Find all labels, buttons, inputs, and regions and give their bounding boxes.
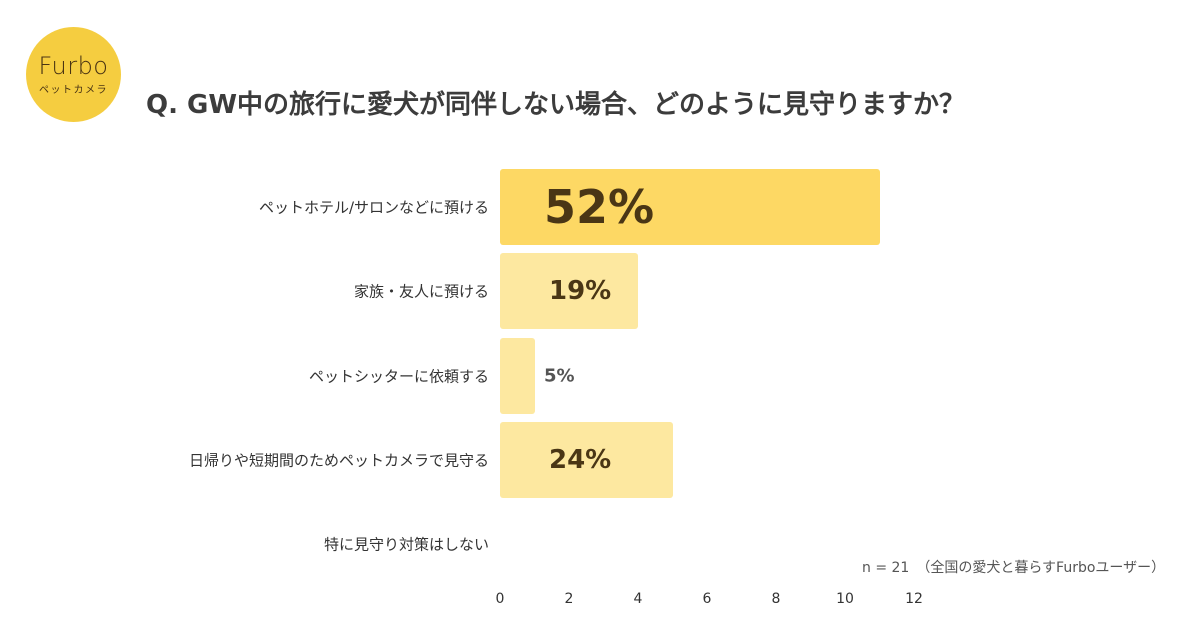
bar-value-label: 24%	[549, 445, 612, 475]
x-tick-label: 10	[836, 591, 854, 607]
bar-value-label: 5%	[544, 365, 575, 387]
bar	[500, 253, 638, 329]
x-tick-label: 12	[905, 591, 923, 607]
logo-sub-text: ペットカメラ	[39, 85, 108, 96]
category-label: 日帰りや短期間のためペットカメラで見守る	[188, 451, 489, 470]
x-tick-label: 6	[702, 591, 712, 607]
bar	[500, 422, 673, 498]
category-label: ペットホテル/サロンなどに預ける	[258, 198, 489, 217]
bar	[500, 169, 880, 245]
bar-value-label: 19%	[549, 276, 612, 306]
x-tick-label: 8	[771, 591, 781, 607]
x-tick-label: 0	[495, 591, 505, 607]
x-tick-label: 4	[633, 591, 643, 607]
bar-value-label: 52%	[544, 180, 655, 234]
category-label: 特に見守り対策はしない	[323, 535, 489, 554]
sample-note: n = 21 （全国の愛犬と暮らすFurboユーザー）	[862, 560, 1166, 576]
x-tick-label: 2	[564, 591, 574, 607]
logo-brand-text: Furbo	[38, 52, 109, 80]
category-label: ペットシッターに依頼する	[308, 367, 489, 386]
bar	[500, 338, 535, 414]
furbo-logo: Furbo ペットカメラ	[26, 27, 121, 122]
category-label: 家族・友人に預ける	[353, 282, 489, 301]
chart-title: Q. GW中の旅行に愛犬が同伴しない場合、どのように見守りますか？	[146, 90, 966, 120]
